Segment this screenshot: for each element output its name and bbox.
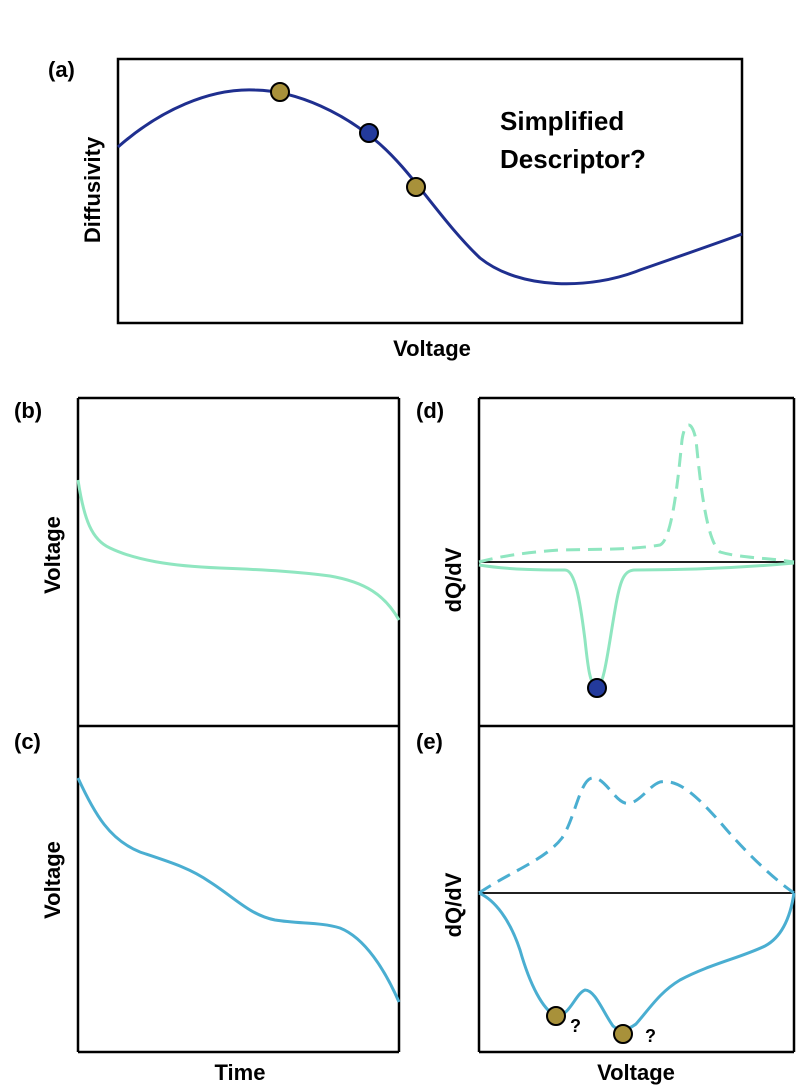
question-mark-2: ? xyxy=(645,1026,656,1046)
panel-b-tag: (b) xyxy=(14,398,42,423)
panel-a-tag: (a) xyxy=(48,57,75,82)
dqdv-charge-curve-e xyxy=(478,776,795,895)
dqdv-charge-curve-d xyxy=(478,423,795,564)
panel-e-ylabel: dQ/dV xyxy=(441,872,466,937)
panel-a-xlabel: Voltage xyxy=(393,336,471,361)
voltage-curve-c xyxy=(76,777,401,1003)
panel-c-xlabel: Time xyxy=(215,1060,266,1085)
panel-e: (e) dQ/dV Voltage ? ? xyxy=(416,726,796,1085)
panel-d-tag: (d) xyxy=(416,398,444,423)
dqdv-discharge-curve-e xyxy=(478,891,796,1032)
dqdv-discharge-curve-d xyxy=(478,561,795,690)
panel-d-ylabel: dQ/dV xyxy=(441,547,466,612)
panel-c: (c) Voltage Time xyxy=(14,726,401,1085)
marker-gold-1 xyxy=(270,82,290,102)
panel-c-tag: (c) xyxy=(14,729,41,754)
panel-d: (d) dQ/dV xyxy=(416,396,796,728)
marker-blue-d xyxy=(587,678,607,698)
marker-gold-e-1 xyxy=(546,1006,566,1026)
panel-c-ylabel: Voltage xyxy=(40,841,65,919)
panel-e-xlabel: Voltage xyxy=(597,1060,675,1085)
annotation-line-2: Descriptor? xyxy=(500,144,646,174)
marker-gold-2 xyxy=(406,177,426,197)
panel-e-tag: (e) xyxy=(416,729,443,754)
annotation-line-1: Simplified xyxy=(500,106,624,136)
panel-a-ylabel: Diffusivity xyxy=(80,136,105,243)
panel-a: (a) Diffusivity Voltage Simplified Descr… xyxy=(48,57,744,361)
panel-b: (b) Voltage xyxy=(14,396,401,728)
diffusivity-curve xyxy=(117,88,743,286)
voltage-curve-b xyxy=(76,479,401,621)
marker-gold-e-2 xyxy=(613,1024,633,1044)
question-mark-1: ? xyxy=(570,1016,581,1036)
panel-b-ylabel: Voltage xyxy=(40,516,65,594)
marker-blue xyxy=(359,123,379,143)
panel-a-frame xyxy=(116,57,744,325)
